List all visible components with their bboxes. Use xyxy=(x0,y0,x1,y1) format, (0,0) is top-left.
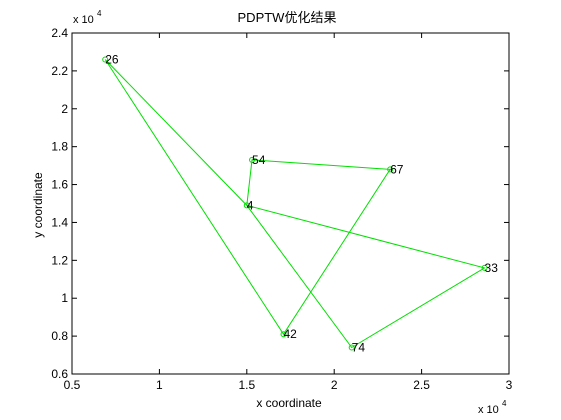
y-axis-multiplier: x 10 4 xyxy=(73,9,102,26)
route-polyline xyxy=(104,59,486,349)
x-tick-label: 3 xyxy=(506,378,513,392)
y-tick-label: 1.2 xyxy=(51,253,68,267)
x-multiplier-power: 4 xyxy=(502,399,507,408)
x-axis-multiplier: x 10 4 xyxy=(478,399,507,416)
route-node-marker xyxy=(243,202,250,209)
route-node-label: 67 xyxy=(390,162,404,176)
x-tick-label: 2 xyxy=(331,378,338,392)
x-tick-label: 1.5 xyxy=(238,378,255,392)
y-tick-label: 0.6 xyxy=(51,367,68,381)
x-tick-label: 0.5 xyxy=(64,378,81,392)
y-tick-label: 1.8 xyxy=(51,140,68,154)
plot-area-frame xyxy=(71,32,510,375)
x-axis-label: x coordinate xyxy=(256,396,322,410)
x-tick-label: 1 xyxy=(156,378,163,392)
y-tick-label: 2.2 xyxy=(51,64,68,78)
x-tick-label: 2.5 xyxy=(413,378,430,392)
chart-title: PDPTW优化结果 xyxy=(238,10,337,25)
route-node-marker xyxy=(481,264,488,271)
x-multiplier-base: x 10 xyxy=(478,404,499,416)
y-multiplier-base: x 10 xyxy=(73,14,94,26)
y-tick-label: 1 xyxy=(61,291,68,305)
route-lines xyxy=(104,59,486,349)
route-node-marker xyxy=(280,331,287,338)
y-axis-label: y coordinate xyxy=(31,172,45,238)
route-node-marker xyxy=(249,156,256,163)
route-node-label: 33 xyxy=(485,261,499,275)
route-node-label: 74 xyxy=(352,340,366,354)
route-node-marker xyxy=(102,56,109,63)
y-tick-label: 2.4 xyxy=(51,26,68,40)
route-points: 4 54 67 42 26 33 74 xyxy=(102,53,499,354)
y-tick-label: 1.4 xyxy=(51,215,68,229)
y-multiplier-power: 4 xyxy=(97,9,102,18)
y-tick-label: 2 xyxy=(61,102,68,116)
y-tick-label: 0.8 xyxy=(51,329,68,343)
route-node-label: 54 xyxy=(252,153,266,167)
route-node-marker xyxy=(348,344,355,351)
y-tick-label: 1.6 xyxy=(51,178,68,192)
route-node-label: 4 xyxy=(247,198,254,212)
route-node-label: 26 xyxy=(105,53,119,67)
route-node-label: 42 xyxy=(284,327,298,341)
route-node-marker xyxy=(387,166,394,173)
